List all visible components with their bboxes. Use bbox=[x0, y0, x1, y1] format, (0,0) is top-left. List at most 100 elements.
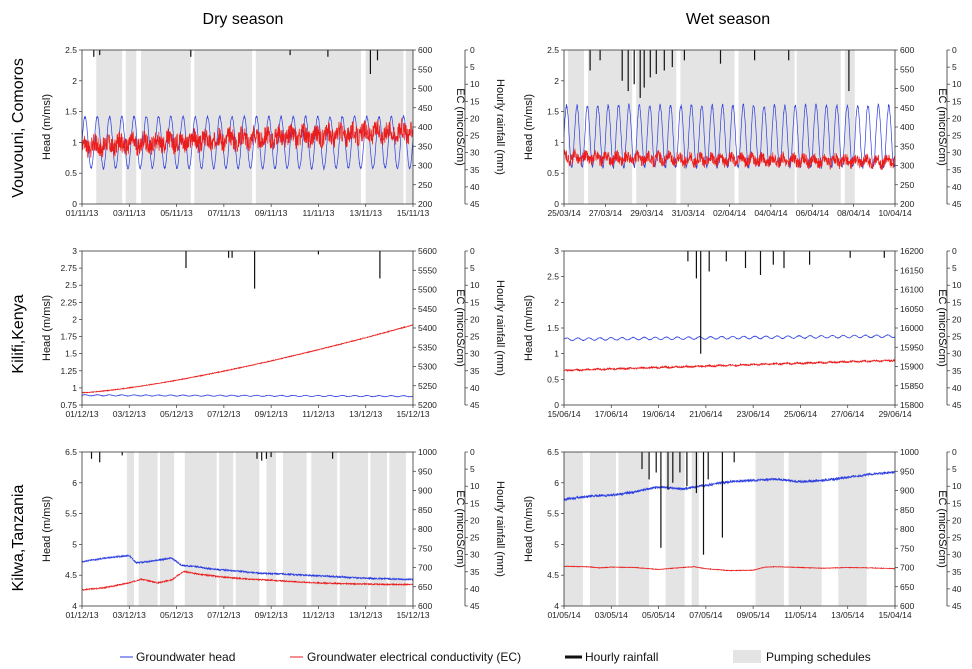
rain-tick-label: 30 bbox=[952, 550, 962, 560]
x-tick-label: 13/12/13 bbox=[349, 610, 382, 620]
y-tick-label: 1.5 bbox=[547, 107, 559, 117]
legend-ec-label: Groundwater electrical conductivity (EC) bbox=[307, 650, 521, 664]
rain-tick-label: 40 bbox=[470, 182, 480, 192]
pumping-band bbox=[691, 452, 699, 606]
ec-line bbox=[81, 324, 414, 394]
y-tick-label: 2 bbox=[72, 314, 77, 324]
ec-tick-label: 950 bbox=[418, 466, 432, 476]
rain-tick-label: 0 bbox=[952, 45, 957, 55]
ec-tick-label: 800 bbox=[900, 524, 914, 534]
rain-tick-label: 5 bbox=[952, 464, 957, 474]
ec-tick-label: 650 bbox=[900, 582, 914, 592]
x-tick-label: 09/11/13 bbox=[255, 208, 288, 218]
ec-tick-label: 600 bbox=[418, 601, 432, 611]
y-tick-label: 4.5 bbox=[65, 570, 77, 580]
rain-tick-label: 20 bbox=[470, 515, 480, 525]
panel-dry-kilifi: 0.7511.251.51.7522.252.52.75352005250530… bbox=[41, 246, 506, 419]
ec-line bbox=[563, 565, 896, 572]
y-tick-label: 0.5 bbox=[547, 374, 559, 384]
y-tick-label: 2.75 bbox=[60, 263, 77, 273]
rain-tick-label: 0 bbox=[952, 447, 957, 457]
ec-tick-label: 800 bbox=[418, 524, 432, 534]
y-axis-label: Head (m/msl) bbox=[523, 94, 535, 160]
pumping-band bbox=[255, 50, 361, 204]
pumping-band bbox=[389, 452, 406, 606]
y-tick-label: 3 bbox=[554, 246, 559, 256]
rain-tick-label: 35 bbox=[470, 165, 480, 175]
rainfall-axis-label: Hourly rainfall (mm) bbox=[494, 79, 506, 175]
y-tick-label: 6 bbox=[72, 478, 77, 488]
rain-tick-label: 5 bbox=[470, 464, 475, 474]
panel-wet-kilwa: 44.555.566.56006507007508008509009501000… bbox=[523, 447, 962, 620]
ec-tick-label: 5550 bbox=[418, 265, 437, 275]
head-line bbox=[563, 103, 896, 170]
rain-tick-label: 10 bbox=[952, 280, 962, 290]
rain-tick-label: 15 bbox=[470, 96, 480, 106]
rain-tick-label: 45 bbox=[952, 400, 962, 410]
ec-tick-label: 16200 bbox=[900, 246, 924, 256]
x-tick-label: 09/12/13 bbox=[255, 409, 288, 419]
ec-tick-label: 450 bbox=[418, 103, 432, 113]
rain-tick-label: 0 bbox=[470, 447, 475, 457]
ec-tick-label: 500 bbox=[900, 84, 914, 94]
ec-tick-label: 450 bbox=[900, 103, 914, 113]
ec-axis-label: EC (microS/cm) bbox=[936, 88, 948, 166]
x-tick-label: 15/12/13 bbox=[396, 610, 429, 620]
rain-tick-label: 10 bbox=[470, 280, 480, 290]
x-tick-label: 25/06/14 bbox=[784, 409, 817, 419]
y-tick-label: 4 bbox=[554, 601, 559, 611]
rain-tick-label: 30 bbox=[470, 349, 480, 359]
row-label-kilifi: Kilifi,Kenya bbox=[10, 294, 27, 373]
ec-tick-label: 850 bbox=[418, 505, 432, 515]
ec-tick-label: 350 bbox=[418, 141, 432, 151]
pumping-band bbox=[680, 50, 735, 204]
head-line bbox=[81, 393, 414, 398]
y-tick-label: 1.5 bbox=[65, 107, 77, 117]
pumping-band bbox=[184, 452, 217, 606]
ec-tick-label: 550 bbox=[900, 64, 914, 74]
rain-tick-label: 35 bbox=[470, 366, 480, 376]
ec-tick-label: 5200 bbox=[418, 400, 437, 410]
y-tick-label: 6 bbox=[554, 478, 559, 488]
x-tick-label: 05/12/13 bbox=[160, 610, 193, 620]
pumping-band bbox=[219, 452, 234, 606]
panel-dry-kilwa: 44.555.566.56006507007508008509009501000… bbox=[41, 447, 506, 620]
ec-tick-label: 5250 bbox=[418, 381, 437, 391]
y-tick-label: 3 bbox=[72, 246, 77, 256]
rain-tick-label: 45 bbox=[470, 400, 480, 410]
pumping-band bbox=[235, 452, 260, 606]
ec-tick-label: 850 bbox=[900, 505, 914, 515]
x-tick-label: 23/06/14 bbox=[737, 409, 770, 419]
rain-tick-label: 25 bbox=[952, 533, 962, 543]
ec-tick-label: 600 bbox=[900, 601, 914, 611]
x-tick-label: 29/03/14 bbox=[630, 208, 663, 218]
x-tick-label: 15/12/13 bbox=[396, 409, 429, 419]
y-tick-label: 5.5 bbox=[65, 509, 77, 519]
x-tick-label: 05/11/13 bbox=[160, 208, 193, 218]
rain-tick-label: 25 bbox=[952, 332, 962, 342]
x-tick-label: 05/12/13 bbox=[160, 409, 193, 419]
rain-tick-label: 40 bbox=[952, 182, 962, 192]
x-tick-label: 07/05/14 bbox=[689, 610, 722, 620]
rainfall-axis-label: Hourly rainfall (mm) bbox=[494, 481, 506, 577]
rain-tick-label: 15 bbox=[952, 498, 962, 508]
ec-tick-label: 600 bbox=[900, 45, 914, 55]
rain-tick-label: 15 bbox=[952, 96, 962, 106]
ec-tick-label: 16100 bbox=[900, 285, 924, 295]
pumping-band bbox=[365, 50, 404, 204]
rain-tick-label: 20 bbox=[470, 113, 480, 123]
pumping-band bbox=[266, 452, 276, 606]
rain-tick-label: 35 bbox=[952, 366, 962, 376]
pumping-band bbox=[283, 452, 307, 606]
rain-tick-label: 10 bbox=[470, 481, 480, 491]
ec-tick-label: 500 bbox=[418, 84, 432, 94]
y-tick-label: 1.5 bbox=[65, 349, 77, 359]
rain-tick-label: 45 bbox=[952, 199, 962, 209]
rain-tick-label: 0 bbox=[952, 246, 957, 256]
pumping-band bbox=[838, 452, 867, 606]
y-tick-label: 6.5 bbox=[547, 447, 559, 457]
rain-tick-label: 15 bbox=[470, 498, 480, 508]
ec-tick-label: 550 bbox=[418, 64, 432, 74]
rain-tick-label: 0 bbox=[470, 246, 475, 256]
ec-line bbox=[563, 148, 896, 170]
